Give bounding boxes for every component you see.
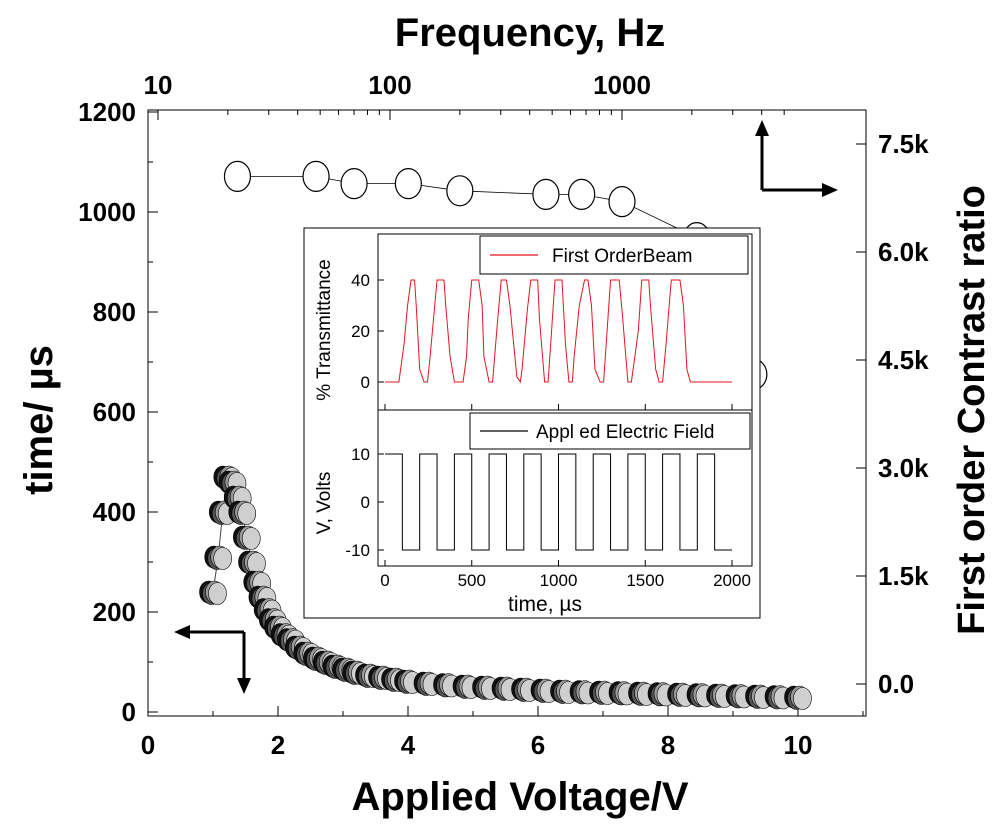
first-order-beam-line xyxy=(385,279,732,384)
response-time-point xyxy=(213,547,232,570)
contrast-point xyxy=(223,160,252,192)
main-plot-frame xyxy=(147,109,867,717)
contrast-point xyxy=(340,168,368,200)
y-tick-label: 1000 xyxy=(78,197,136,227)
inset-upper-y-tick-label: 20 xyxy=(351,322,370,341)
inset-upper-y-tick-label: 0 xyxy=(361,373,370,392)
right-tick-label: 7.5k xyxy=(878,129,929,159)
right-tick-label: 4.5k xyxy=(878,345,929,375)
contrast-point xyxy=(532,178,560,210)
contrast-point xyxy=(302,160,330,192)
right-axis-arrow-indicator xyxy=(755,120,838,197)
inset-x-tick-label: 1000 xyxy=(540,571,578,590)
inset-x-tick-label: 2000 xyxy=(713,571,751,590)
x-axis-label: Applied Voltage/V xyxy=(351,775,688,819)
inset-lower-frame xyxy=(377,409,753,567)
inset-xlabel: time, µs xyxy=(508,593,582,616)
response-time-point xyxy=(242,527,261,550)
contrast-point xyxy=(394,168,422,200)
response-time-point xyxy=(208,582,227,605)
legend-first-order-beam: First OrderBeam xyxy=(552,246,692,267)
right-tick-label: 3.0k xyxy=(878,453,929,483)
inset-lower-y-tick-label: 10 xyxy=(351,445,370,464)
y-axis-label: time/ µs xyxy=(17,345,61,495)
y-tick-label: 200 xyxy=(93,597,136,627)
y-tick-label: 0 xyxy=(122,697,136,727)
right-tick-label: 1.5k xyxy=(878,561,929,591)
applied-field-trace xyxy=(385,453,732,551)
legend-applied-field: Appl ed Electric Field xyxy=(536,422,714,443)
x-tick-label: 10 xyxy=(784,730,813,760)
y-tick-label: 800 xyxy=(93,297,136,327)
y-tick-label: 400 xyxy=(93,497,136,527)
inset-x-tick-label: 0 xyxy=(380,571,389,590)
inset-upper-legend: First OrderBeam xyxy=(479,235,749,275)
inset-lower-legend: Appl ed Electric Field xyxy=(469,412,751,450)
contrast-connector xyxy=(459,190,546,195)
inset-lower-y-tick-label: -10 xyxy=(345,541,370,560)
response-time-series xyxy=(199,465,812,710)
response-time-point xyxy=(237,502,257,525)
y-tick-label: 1200 xyxy=(78,97,136,127)
inset-lower-ylabel: V, Volts xyxy=(314,472,335,535)
response-time-point xyxy=(793,687,812,710)
right-tick-label: 0.0 xyxy=(878,669,914,699)
inset-axes-ticks: 0 500 1000 1500 2000 0 20 40 -10 0 10 xyxy=(345,271,750,590)
top-tick-label: 1000 xyxy=(593,70,651,100)
x-tick-label: 0 xyxy=(141,730,155,760)
right-axis-label: First order Contrast ratio xyxy=(951,185,993,635)
top-tick-label: 10 xyxy=(144,70,173,100)
inset-lower-y-tick-label: 0 xyxy=(361,493,370,512)
x-tick-label: 6 xyxy=(531,730,545,760)
contrast-point xyxy=(608,186,636,218)
right-tick-label: 6.0k xyxy=(878,237,929,267)
x-tick-label: 4 xyxy=(401,730,416,760)
contrast-point xyxy=(446,175,474,207)
inset-x-tick-label: 1500 xyxy=(626,571,664,590)
first-order-beam-trace xyxy=(385,279,732,384)
left-axis-arrow-indicator xyxy=(174,625,251,694)
x-tick-label: 8 xyxy=(661,730,675,760)
y-tick-label: 600 xyxy=(93,397,136,427)
x-tick-label: 2 xyxy=(271,730,285,760)
inset-x-tick-label: 500 xyxy=(458,571,486,590)
top-axis-label: Frequency, Hz xyxy=(395,11,665,55)
contrast-point xyxy=(568,178,596,210)
inset-upper-y-tick-label: 40 xyxy=(351,271,370,290)
top-tick-label: 100 xyxy=(368,70,411,100)
applied-field-line xyxy=(385,453,732,551)
inset-upper-ylabel: % Transmittance xyxy=(314,259,335,401)
